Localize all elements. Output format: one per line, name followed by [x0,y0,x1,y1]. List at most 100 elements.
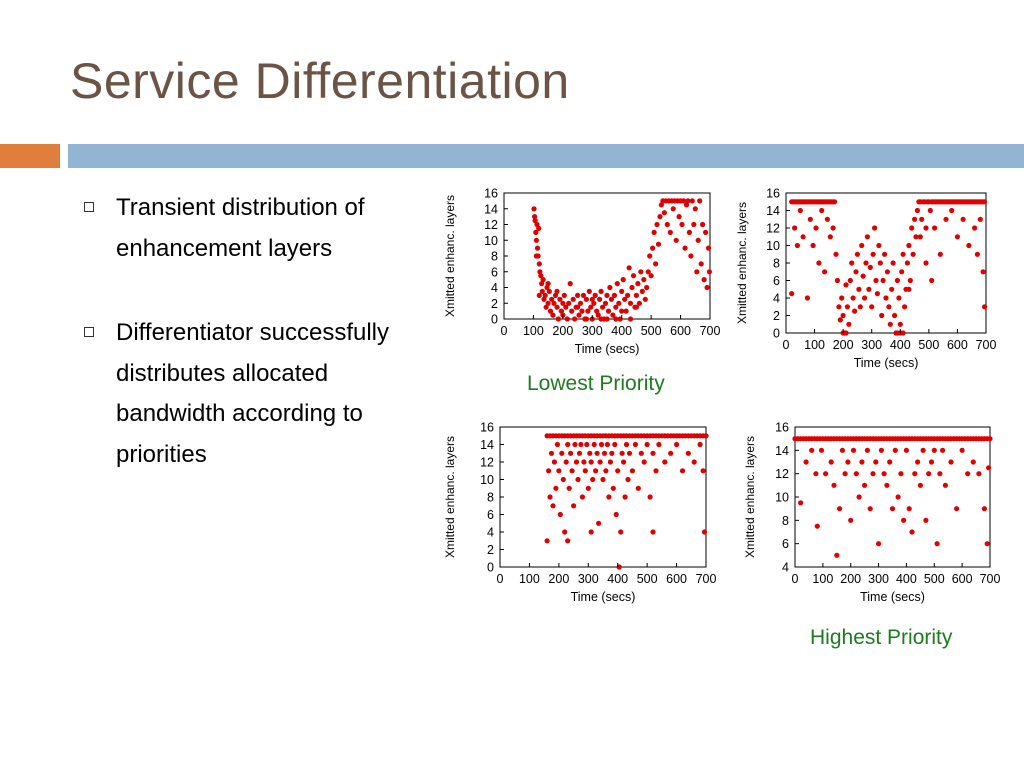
data-point [611,292,617,298]
plot-frame [499,426,707,568]
data-point [572,441,578,448]
data-point [536,292,542,298]
data-point [547,308,554,314]
data-point [928,459,935,465]
data-point [600,476,606,483]
data-point [910,251,916,257]
data-point [986,465,992,471]
data-point [895,494,901,500]
data-point [575,476,581,483]
data-point [594,308,600,314]
data-point [630,273,637,279]
data-point [854,251,860,257]
chart-svg: 0 100 200 300 400 500 600 700 0 2 4 6 8 10 12 14 16 Time … [443,421,716,605]
plot-frame [785,192,987,334]
data-point [641,459,647,465]
data-point [873,277,879,284]
y-tick-label: 6 [773,274,780,288]
data-point [576,312,582,318]
x-tick-label: 200 [552,324,573,338]
data-point [848,517,854,523]
data-point [827,234,833,240]
data-point [548,450,555,456]
data-point [633,292,639,298]
data-point [876,541,882,547]
data-point [926,471,932,477]
data-point [623,441,630,448]
data-point [550,312,556,318]
data-point [830,225,836,231]
x-tick-label: 500 [641,324,662,338]
y-tick-label: 12 [484,218,498,232]
data-point [850,295,856,301]
data-point [536,225,542,231]
x-axis-label: Time (secs) [860,590,925,604]
data-point [907,277,913,284]
x-tick-label: 600 [952,572,973,586]
y-tick-label: 0 [491,313,498,327]
data-point [706,269,712,275]
data-point [598,441,605,448]
data-point [692,206,698,212]
data-point [550,503,556,509]
data-point [597,459,603,465]
data-point [701,277,707,283]
data-point [569,468,575,474]
data-point [579,308,585,314]
y-tick-label: 14 [766,204,780,218]
x-tick-label: 300 [578,572,599,586]
data-point [607,284,613,291]
data-point [889,506,896,512]
y-tick-label: 12 [766,222,780,236]
data-point [619,450,625,456]
data-point [689,198,695,204]
data-point [635,281,641,287]
y-tick-label: 16 [480,421,494,435]
x-tick-label: 600 [670,324,691,338]
x-tick-label: 100 [804,338,825,352]
data-point [544,538,550,544]
data-point [581,459,587,465]
data-point [914,207,920,214]
data-point [828,459,834,465]
data-point [794,242,800,249]
data-point [654,221,660,228]
data-point [647,253,653,259]
data-point [881,471,887,477]
data-point [857,304,863,310]
data-point [679,468,686,474]
y-tick-label: 6 [487,508,494,522]
data-point [876,242,882,249]
x-tick-label: 300 [868,572,889,586]
data-point [570,296,576,302]
data-point [650,245,656,251]
data-point [894,330,900,336]
y-tick-label: 2 [773,309,780,323]
data-point [901,517,907,523]
data-point [954,234,960,240]
data-point [582,468,588,474]
x-tick-label: 400 [890,338,911,352]
bullet-item: Differentiator successfully distributes … [78,313,428,475]
data-point [866,286,872,292]
data-point [588,459,594,465]
y-tick-label: 16 [766,187,780,201]
data-point [585,485,591,491]
data-point [837,506,843,512]
data-point [797,207,803,214]
data-point [662,459,668,465]
data-point [703,229,709,235]
data-point [609,450,615,456]
data-point [884,269,890,275]
data-point [561,292,567,298]
data-point [870,251,876,257]
data-point [648,273,654,279]
data-point [809,447,815,453]
data-point [533,237,539,243]
data-point [697,441,703,448]
y-tick-label: 12 [775,467,789,481]
data-point [704,284,710,291]
data-point [853,269,859,275]
data-point [904,260,910,266]
data-point [839,447,845,453]
